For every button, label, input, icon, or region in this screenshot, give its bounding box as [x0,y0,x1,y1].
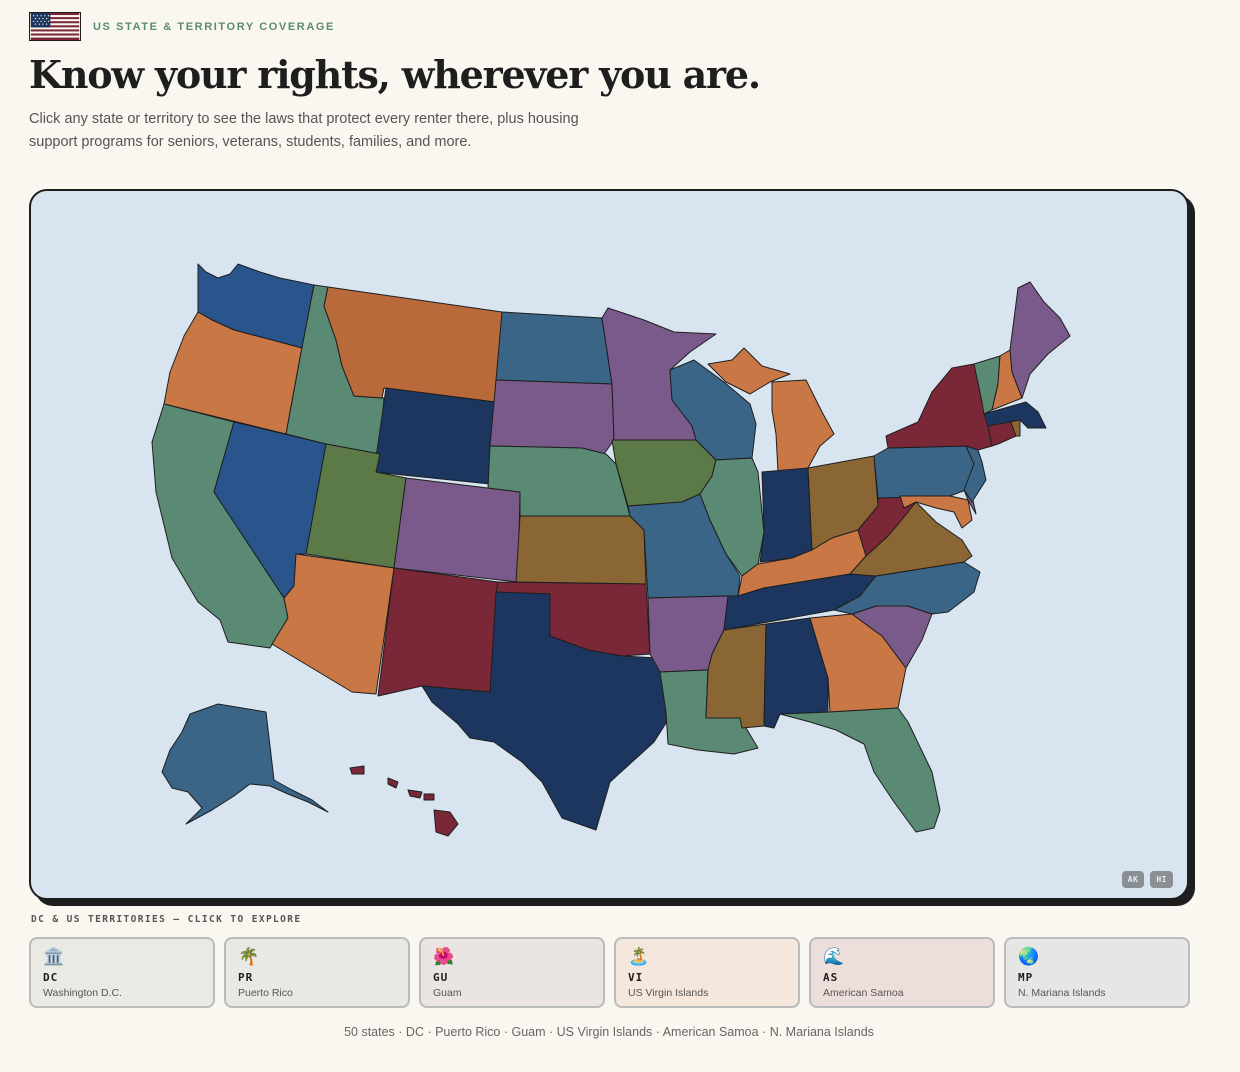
us-flag-icon [29,12,81,41]
territory-code: PR [238,971,254,984]
state-nd[interactable] [495,311,613,385]
territory-code: GU [433,971,449,984]
state-tx[interactable] [421,591,669,831]
inset-badge-ak[interactable]: AK [1121,871,1145,888]
coverage-footer-note: 50 states · DC · Puerto Rico · Guam · US… [344,1025,874,1039]
territory-list: 🏛️ DC Washington D.C. 🌴 PR Puerto Rico 🌺… [29,937,1190,1008]
territory-card-mp[interactable]: 🌏 MP N. Mariana Islands [1004,937,1190,1008]
state-in[interactable] [759,467,813,563]
territory-name: US Virgin Islands [628,987,709,999]
globe-icon: 🌏 [1018,947,1040,966]
state-mi[interactable] [771,379,835,473]
state-sd[interactable] [489,379,615,455]
state-fl[interactable] [779,707,941,833]
state-ak[interactable] [161,703,329,825]
territory-card-as[interactable]: 🌊 AS American Samoa [809,937,995,1008]
territory-code: MP [1018,971,1034,984]
state-nm[interactable] [377,567,499,697]
state-pa[interactable] [873,445,975,499]
state-md[interactable] [899,495,973,529]
state-mt[interactable] [323,286,503,403]
territory-name: Washington D.C. [43,987,122,999]
territory-code: AS [823,971,839,984]
inset-badges: AK HI [1121,871,1173,888]
territory-section-heading: DC & US TERRITORIES — CLICK TO EXPLORE [31,914,302,925]
wave-icon: 🌊 [823,947,845,966]
state-ny[interactable] [885,363,993,451]
state-mi-upper[interactable] [707,347,791,395]
territory-card-vi[interactable]: 🏝️ VI US Virgin Islands [614,937,800,1008]
capitol-building-icon: 🏛️ [43,947,65,966]
state-mo[interactable] [627,493,741,599]
palm-tree-icon: 🌴 [238,947,260,966]
territory-card-dc[interactable]: 🏛️ DC Washington D.C. [29,937,215,1008]
us-map: AK HI [29,189,1189,900]
state-wy[interactable] [373,387,495,485]
territory-name: N. Mariana Islands [1018,987,1106,999]
territory-code: DC [43,971,59,984]
inset-badge-hi[interactable]: HI [1150,871,1173,888]
territory-card-pr[interactable]: 🌴 PR Puerto Rico [224,937,410,1008]
state-az[interactable] [271,553,395,695]
territory-name: American Samoa [823,987,904,999]
page-title: Know your rights, wherever you are. [29,52,761,97]
state-co[interactable] [393,477,521,583]
state-ma[interactable] [983,401,1047,429]
page-subtitle: Click any state or territory to see the … [29,111,579,150]
territory-name: Puerto Rico [238,987,293,999]
us-map-svg [151,263,1071,837]
desert-island-icon: 🏝️ [628,947,650,966]
state-hi[interactable] [349,765,459,837]
territory-code: VI [628,971,644,984]
territory-name: Guam [433,987,462,999]
territory-card-gu[interactable]: 🌺 GU Guam [419,937,605,1008]
state-nc[interactable] [833,561,981,615]
header-row: US STATE & TERRITORY COVERAGE [29,12,335,41]
eyebrow-label: US STATE & TERRITORY COVERAGE [93,20,335,33]
state-nj[interactable] [963,445,987,503]
state-ks[interactable] [515,515,647,585]
hibiscus-icon: 🌺 [433,947,455,966]
state-me[interactable] [1009,281,1071,399]
